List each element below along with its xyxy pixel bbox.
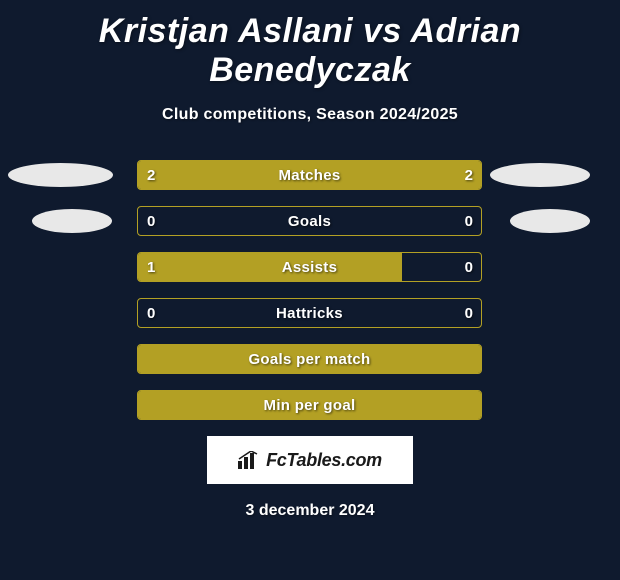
stat-row: Hattricks00 — [0, 298, 620, 328]
fctables-logo: FcTables.com — [207, 436, 413, 484]
stat-bar-left — [138, 161, 310, 189]
stat-row: Goals per match — [0, 344, 620, 374]
stat-bar-right — [310, 161, 482, 189]
stat-bar-track: Matches — [137, 160, 482, 190]
stat-row: Goals00 — [0, 206, 620, 236]
stat-label: Goals — [138, 207, 481, 235]
stat-bar-track: Goals per match — [137, 344, 482, 374]
decor-ellipse-left — [32, 209, 112, 233]
stat-bar-left — [138, 391, 481, 419]
stat-label: Hattricks — [138, 299, 481, 327]
stat-bar-track: Min per goal — [137, 390, 482, 420]
decor-ellipse-right — [510, 209, 590, 233]
chart-icon — [238, 451, 260, 469]
stat-bar-left — [138, 253, 402, 281]
stat-row: Matches22 — [0, 160, 620, 190]
stat-bar-track: Goals — [137, 206, 482, 236]
decor-ellipse-right — [490, 163, 590, 187]
stat-bar-left — [138, 345, 481, 373]
page-title: Kristjan Asllani vs Adrian Benedyczak — [0, 0, 620, 90]
stat-row: Min per goal — [0, 390, 620, 420]
logo-text: FcTables.com — [266, 450, 382, 471]
stat-row: Assists10 — [0, 252, 620, 282]
date-label: 3 december 2024 — [0, 502, 620, 520]
subtitle: Club competitions, Season 2024/2025 — [0, 106, 620, 124]
stat-bar-track: Assists — [137, 252, 482, 282]
stats-chart: Matches22 Goals00 Assists10 Hattricks00 Goal… — [0, 160, 620, 420]
stat-bar-track: Hattricks — [137, 298, 482, 328]
decor-ellipse-left — [8, 163, 113, 187]
